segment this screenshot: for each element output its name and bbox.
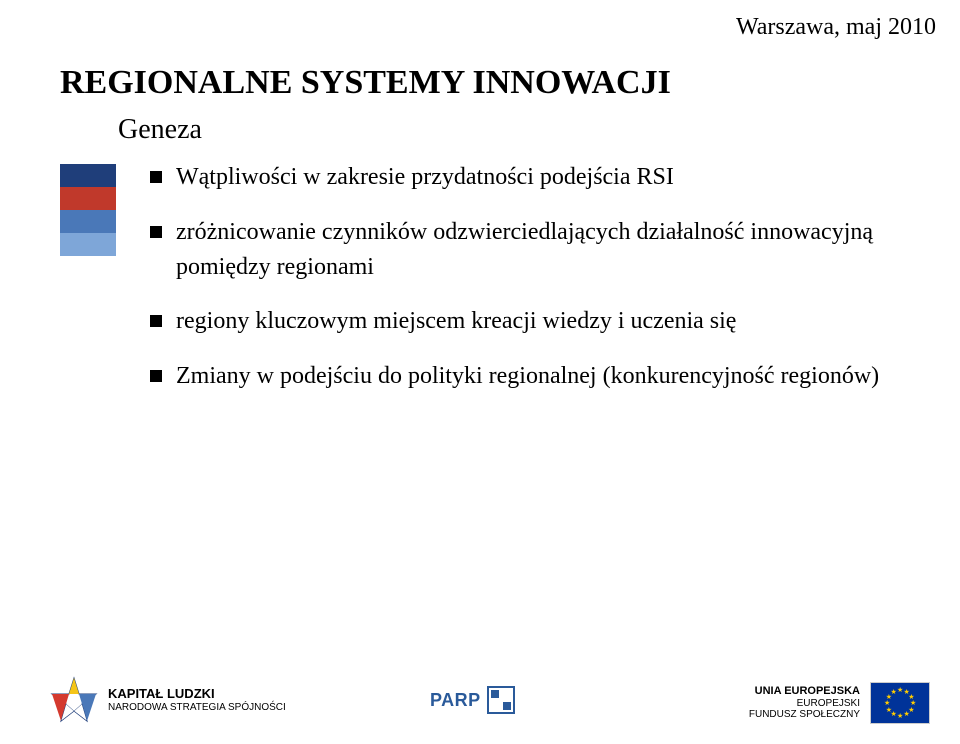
bullet-text: zróżnicowanie czynników odzwierciedlając… (176, 215, 890, 285)
color-block-2 (60, 187, 116, 210)
kapital-ludzki-star-icon (50, 676, 98, 724)
color-block-4 (60, 233, 116, 256)
slide-title: REGIONALNE SYSTEMY INNOWACJI (60, 64, 671, 102)
bullet-item: Zmiany w podejściu do polityki regionaln… (150, 359, 890, 394)
decorative-color-blocks (60, 164, 116, 256)
eu-star-icon: ★ (904, 711, 910, 718)
eu-star-icon: ★ (897, 687, 903, 694)
eu-flag-icon: ★★★★★★★★★★★★ (870, 682, 930, 724)
kl-line1: KAPITAŁ LUDZKI (108, 687, 286, 702)
bullet-item: regiony kluczowym miejscem kreacji wiedz… (150, 304, 890, 339)
bullet-square-icon (150, 171, 162, 183)
bullet-text: Wątpliwości w zakresie przydatności pode… (176, 160, 890, 195)
parp-square-icon (487, 686, 515, 714)
eu-line2: EUROPEJSKI (749, 698, 860, 710)
logo-parp: PARP (430, 686, 515, 714)
footer-logos: KAPITAŁ LUDZKI NARODOWA STRATEGIA SPÓJNO… (0, 654, 960, 724)
bullet-list: Wątpliwości w zakresie przydatności pode… (150, 160, 890, 414)
bullet-item: zróżnicowanie czynników odzwierciedlając… (150, 215, 890, 285)
eu-text: UNIA EUROPEJSKA EUROPEJSKI FUNDUSZ SPOŁE… (749, 685, 860, 721)
eu-star-icon: ★ (891, 689, 897, 696)
bullet-square-icon (150, 370, 162, 382)
kl-line2: NARODOWA STRATEGIA SPÓJNOŚCI (108, 702, 286, 714)
parp-text: PARP (430, 690, 481, 711)
eu-line1: UNIA EUROPEJSKA (749, 685, 860, 698)
bullet-item: Wątpliwości w zakresie przydatności pode… (150, 160, 890, 195)
bullet-text: Zmiany w podejściu do polityki regionaln… (176, 359, 890, 394)
color-block-1 (60, 164, 116, 187)
date-top-right: Warszawa, maj 2010 (736, 14, 936, 41)
logo-eu: UNIA EUROPEJSKA EUROPEJSKI FUNDUSZ SPOŁE… (749, 682, 930, 724)
kapital-ludzki-text: KAPITAŁ LUDZKI NARODOWA STRATEGIA SPÓJNO… (108, 687, 286, 713)
eu-star-icon: ★ (897, 713, 903, 720)
eu-star-icon: ★ (884, 700, 890, 707)
bullet-square-icon (150, 315, 162, 327)
slide-subtitle: Geneza (118, 114, 202, 146)
color-block-3 (60, 210, 116, 233)
logo-kapital-ludzki: KAPITAŁ LUDZKI NARODOWA STRATEGIA SPÓJNO… (50, 676, 286, 724)
eu-star-icon: ★ (886, 707, 892, 714)
slide: Warszawa, maj 2010 REGIONALNE SYSTEMY IN… (0, 0, 960, 744)
bullet-text: regiony kluczowym miejscem kreacji wiedz… (176, 304, 890, 339)
bullet-square-icon (150, 226, 162, 238)
eu-line3: FUNDUSZ SPOŁECZNY (749, 709, 860, 721)
